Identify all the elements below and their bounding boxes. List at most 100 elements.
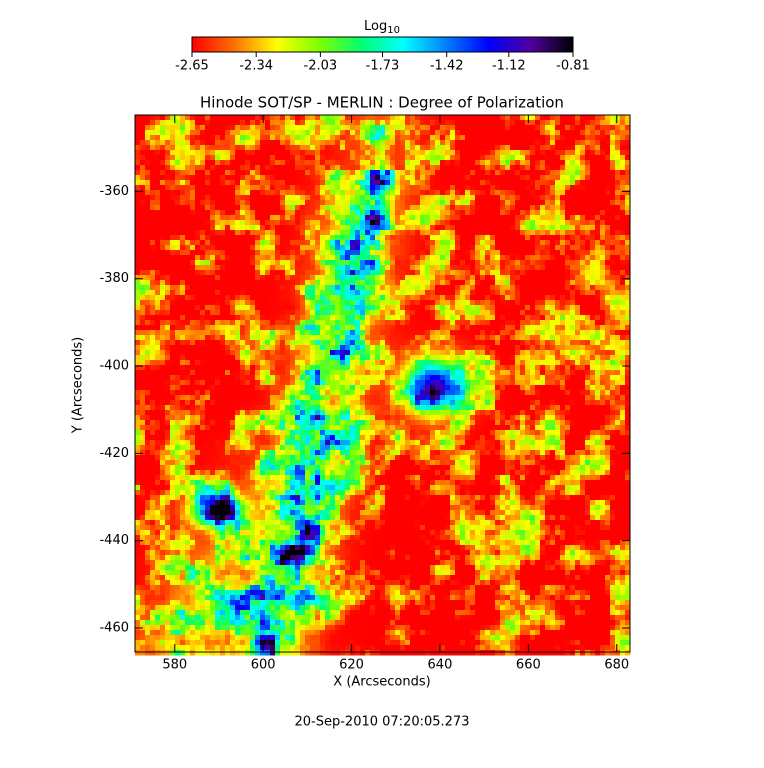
heatmap-cell — [390, 230, 396, 236]
heatmap-cell — [380, 145, 386, 151]
heatmap-cell — [320, 210, 326, 216]
heatmap-cell — [475, 200, 481, 206]
heatmap-cell — [240, 180, 246, 186]
heatmap-cell — [165, 255, 171, 261]
heatmap-cell — [415, 125, 421, 131]
heatmap-cell — [270, 175, 276, 181]
heatmap-cell — [440, 200, 446, 206]
heatmap-cell — [225, 365, 231, 371]
heatmap-cell — [535, 270, 541, 276]
heatmap-cell — [310, 190, 316, 196]
heatmap-cell — [185, 140, 191, 146]
heatmap-cell — [345, 255, 351, 261]
heatmap-cell — [205, 215, 211, 221]
heatmap-cell — [330, 230, 336, 236]
heatmap-cell — [250, 260, 256, 266]
heatmap-cell — [495, 310, 501, 316]
heatmap-cell — [420, 290, 426, 296]
heatmap-cell — [375, 350, 381, 356]
heatmap-cell — [315, 220, 321, 226]
heatmap-cell — [370, 360, 376, 366]
heatmap-cell — [485, 115, 491, 121]
heatmap-cell — [260, 250, 266, 256]
heatmap-cell — [210, 245, 216, 251]
heatmap-cell — [245, 140, 251, 146]
heatmap-cell — [445, 235, 451, 241]
heatmap-cell — [210, 340, 216, 346]
heatmap-cell — [195, 345, 201, 351]
heatmap-cell — [185, 330, 191, 336]
heatmap-cell — [195, 250, 201, 256]
heatmap-cell — [430, 250, 436, 256]
heatmap-cell — [610, 170, 616, 176]
heatmap-cell — [580, 250, 586, 256]
heatmap-cell — [545, 360, 551, 366]
heatmap-cell — [625, 145, 631, 151]
heatmap-cell — [410, 175, 416, 181]
heatmap-cell — [195, 275, 201, 281]
heatmap-cell — [235, 350, 241, 356]
heatmap-cell — [270, 165, 276, 171]
heatmap-cell — [285, 135, 291, 141]
heatmap-cell — [460, 220, 466, 226]
heatmap-cell — [145, 250, 151, 256]
heatmap-cell — [390, 155, 396, 161]
heatmap-cell — [505, 155, 511, 161]
heatmap-cell — [180, 135, 186, 141]
heatmap-cell — [450, 225, 456, 231]
heatmap-cell — [350, 260, 356, 266]
heatmap-cell — [300, 345, 306, 351]
heatmap-cell — [450, 170, 456, 176]
heatmap-cell — [410, 330, 416, 336]
heatmap-cell — [470, 310, 476, 316]
heatmap-cell — [485, 190, 491, 196]
heatmap-cell — [570, 135, 576, 141]
heatmap-cell — [485, 195, 491, 201]
heatmap-cell — [410, 200, 416, 206]
heatmap-cell — [230, 225, 236, 231]
heatmap-cell — [300, 165, 306, 171]
heatmap-cell — [620, 320, 626, 326]
heatmap-cell — [570, 155, 576, 161]
heatmap-cell — [380, 300, 386, 306]
heatmap-cell — [275, 210, 281, 216]
heatmap-cell — [365, 335, 371, 341]
heatmap-cell — [240, 345, 246, 351]
heatmap-cell — [575, 360, 581, 366]
heatmap-cell — [240, 115, 246, 121]
heatmap-cell — [285, 350, 291, 356]
heatmap-cell — [400, 230, 406, 236]
heatmap-cell — [155, 290, 161, 296]
heatmap-cell — [490, 260, 496, 266]
heatmap-cell — [605, 275, 611, 281]
heatmap-cell — [400, 235, 406, 241]
heatmap-cell — [525, 305, 531, 311]
heatmap-cell — [165, 205, 171, 211]
heatmap-cell — [595, 140, 601, 146]
heatmap-cell — [415, 155, 421, 161]
heatmap-cell — [580, 320, 586, 326]
heatmap-cell — [325, 360, 331, 366]
heatmap-cell — [465, 190, 471, 196]
heatmap-cell — [330, 160, 336, 166]
heatmap-cell — [425, 220, 431, 226]
heatmap-cell — [200, 230, 206, 236]
heatmap-cell — [385, 350, 391, 356]
heatmap-cell — [355, 310, 361, 316]
heatmap-cell — [500, 350, 506, 356]
heatmap-cell — [235, 270, 241, 276]
heatmap-cell — [600, 275, 606, 281]
heatmap-cell — [245, 270, 251, 276]
heatmap-cell — [190, 215, 196, 221]
heatmap-cell — [475, 225, 481, 231]
heatmap-cell — [485, 275, 491, 281]
heatmap-cell — [565, 300, 571, 306]
heatmap-cell — [495, 340, 501, 346]
heatmap-cell — [480, 160, 486, 166]
heatmap-cell — [465, 275, 471, 281]
heatmap-cell — [310, 335, 316, 341]
heatmap-cell — [285, 365, 291, 371]
heatmap-cell — [280, 355, 286, 361]
heatmap-cell — [430, 300, 436, 306]
heatmap-cell — [445, 260, 451, 266]
